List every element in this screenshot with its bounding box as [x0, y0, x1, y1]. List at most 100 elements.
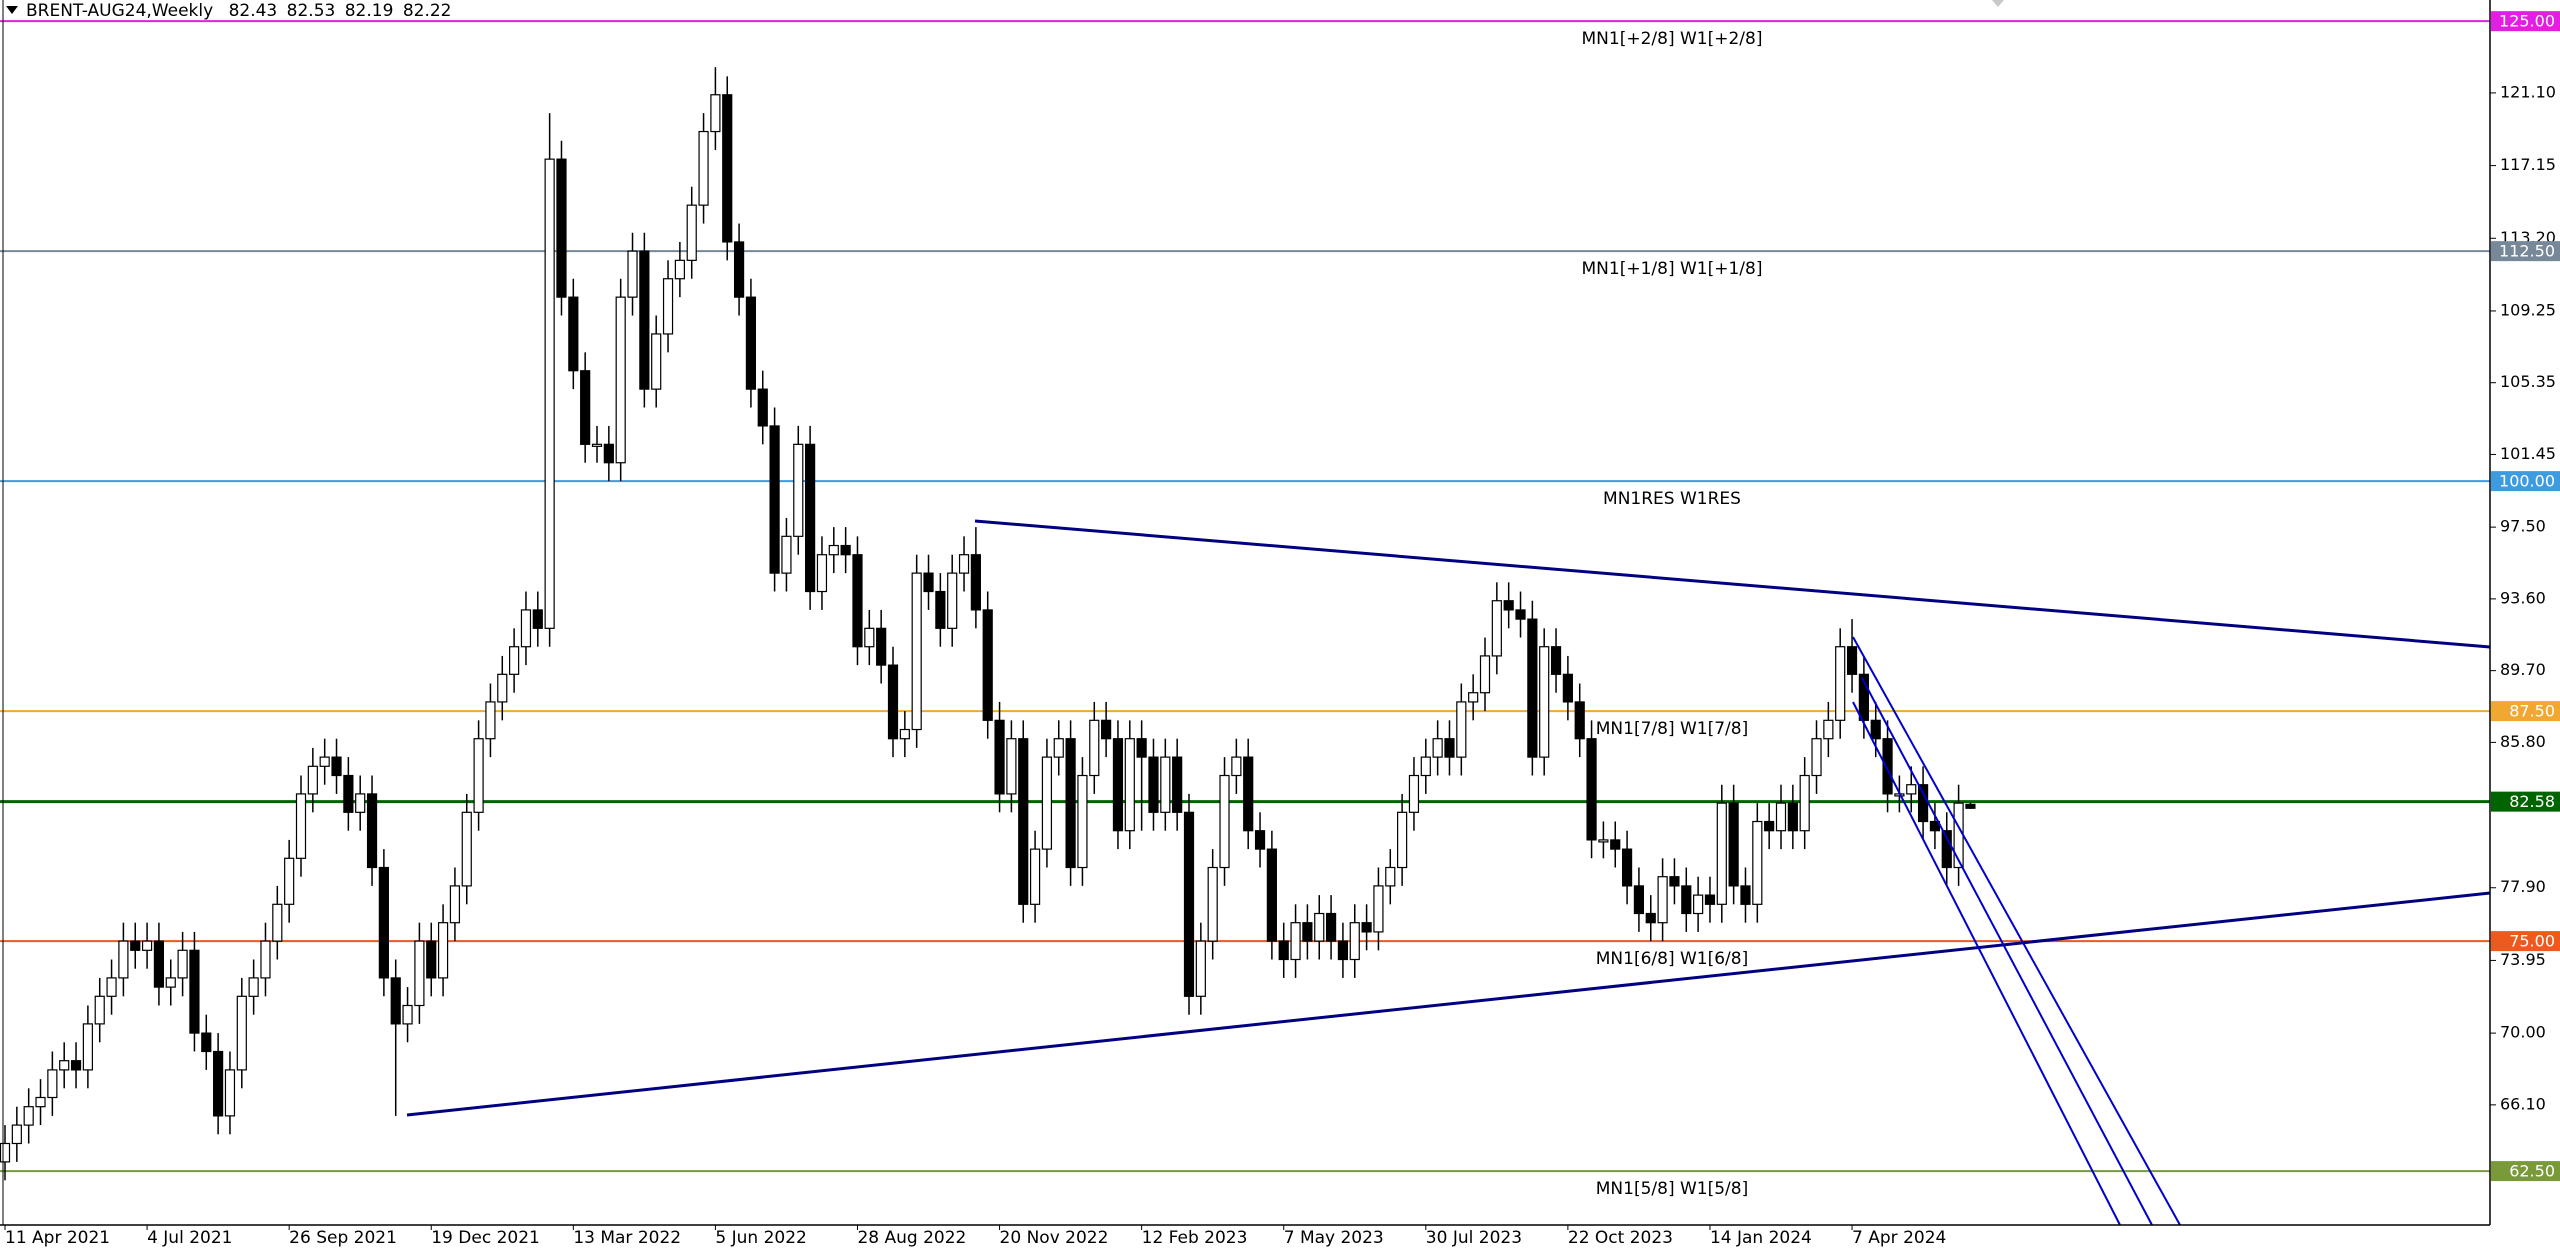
candle-body: [1539, 646, 1550, 758]
candle-body: [568, 296, 579, 372]
candle-body: [1041, 756, 1053, 850]
candle-body: [1740, 885, 1751, 905]
candle-body: [1195, 940, 1206, 997]
trend-line: [406, 891, 2491, 1117]
candle-body: [1337, 940, 1349, 961]
candle-body: [876, 627, 887, 666]
candle-body: [1278, 940, 1289, 961]
candle-body: [1077, 774, 1088, 869]
candle-body: [970, 554, 981, 611]
price-box: [2491, 471, 2560, 492]
candle-body: [852, 554, 863, 648]
candle-body: [130, 940, 141, 951]
level-label: MN1RES W1RES: [1603, 489, 1741, 509]
candle-body: [94, 995, 105, 1025]
candle-body: [35, 1096, 46, 1108]
candle-body: [1835, 646, 1846, 721]
candle-body: [1764, 820, 1775, 832]
price-box-label: 100.00: [2499, 472, 2555, 491]
candle-body: [1420, 756, 1431, 777]
candle-body: [1515, 609, 1526, 620]
y-tick-label: 93.60: [2500, 588, 2546, 607]
menu-arrow[interactable]: [6, 6, 18, 14]
candle-body: [722, 94, 733, 243]
candle-body: [840, 544, 851, 556]
candle-body: [1598, 839, 1609, 843]
candle-body: [1752, 820, 1763, 905]
x-tick-label: 20 Nov 2022: [1000, 1228, 1109, 1248]
candle-body: [1160, 756, 1171, 813]
candle-body: [1101, 719, 1112, 740]
candle-body: [805, 443, 816, 593]
candle-body: [1302, 922, 1313, 942]
candle-body: [1823, 719, 1834, 740]
x-tick-label: 7 Apr 2024: [1852, 1228, 1946, 1248]
candle-body: [520, 609, 532, 648]
candle-body: [1953, 802, 1964, 869]
candle-body: [1243, 756, 1254, 832]
candle-body: [402, 1004, 413, 1025]
candle-body: [11, 1124, 22, 1145]
candle-body: [698, 130, 709, 206]
candle-body: [343, 774, 354, 813]
candle-body: [1254, 830, 1266, 850]
candle-body: [1456, 701, 1467, 758]
candle-body: [1219, 774, 1230, 869]
candle-body: [1787, 802, 1798, 832]
candle-body: [1361, 922, 1372, 933]
candle-body: [1799, 774, 1810, 832]
candle-body: [1207, 866, 1218, 942]
candle-body: [1775, 802, 1787, 832]
candle-body: [982, 609, 993, 721]
candle-body: [319, 756, 330, 767]
candle-body: [1183, 811, 1195, 997]
scroll-marker: [1992, 0, 2004, 7]
candle-body: [1681, 885, 1692, 915]
price-box-label: 125.00: [2499, 12, 2555, 31]
price-box: [2491, 791, 2560, 812]
ohlc-high: 82.53: [287, 1, 336, 21]
candle-body: [686, 204, 697, 261]
candle-body: [165, 977, 176, 988]
candle-body: [366, 793, 378, 869]
candle-body: [745, 296, 757, 390]
candle-body: [1906, 784, 1917, 795]
candle-body: [437, 922, 449, 979]
candle-body: [1491, 600, 1502, 657]
trend-line: [974, 519, 2491, 649]
candle-body: [733, 241, 745, 298]
candle-body: [378, 866, 389, 979]
candle-body: [1811, 738, 1822, 777]
candle-body: [1385, 866, 1396, 887]
y-tick-label: 73.95: [2500, 950, 2546, 969]
y-tick-label: 85.80: [2500, 732, 2546, 751]
trend-lines: [406, 519, 2491, 1226]
candle-body: [1917, 784, 1929, 823]
candle-body: [1112, 738, 1124, 832]
y-tick-label: 101.45: [2500, 444, 2556, 463]
candle-body: [1574, 701, 1585, 740]
price-box: [2491, 11, 2560, 32]
price-box-label: 62.50: [2509, 1162, 2555, 1181]
x-tick-label: 11 Apr 2021: [5, 1228, 110, 1248]
candle-body: [1645, 912, 1656, 924]
candle-body: [272, 903, 283, 942]
candle-body: [1669, 876, 1680, 887]
price-box: [2491, 931, 2560, 952]
candle-body: [1870, 719, 1881, 740]
candle-body: [141, 940, 153, 951]
candle-body: [485, 701, 496, 740]
candle-body: [781, 535, 792, 574]
candle-body: [59, 1060, 70, 1071]
candle-body: [532, 609, 543, 629]
candle-body: [603, 443, 614, 464]
candle-body: [864, 627, 875, 648]
candle-body: [1965, 803, 1976, 809]
chart-header: BRENT-AUG24,Weekly 82.43 82.53 82.19 82.…: [26, 1, 451, 21]
candle-body: [331, 756, 342, 777]
ohlc-low: 82.19: [345, 1, 394, 21]
candle-body: [449, 885, 461, 924]
candle-body: [769, 425, 780, 574]
candle-body: [390, 977, 401, 1025]
